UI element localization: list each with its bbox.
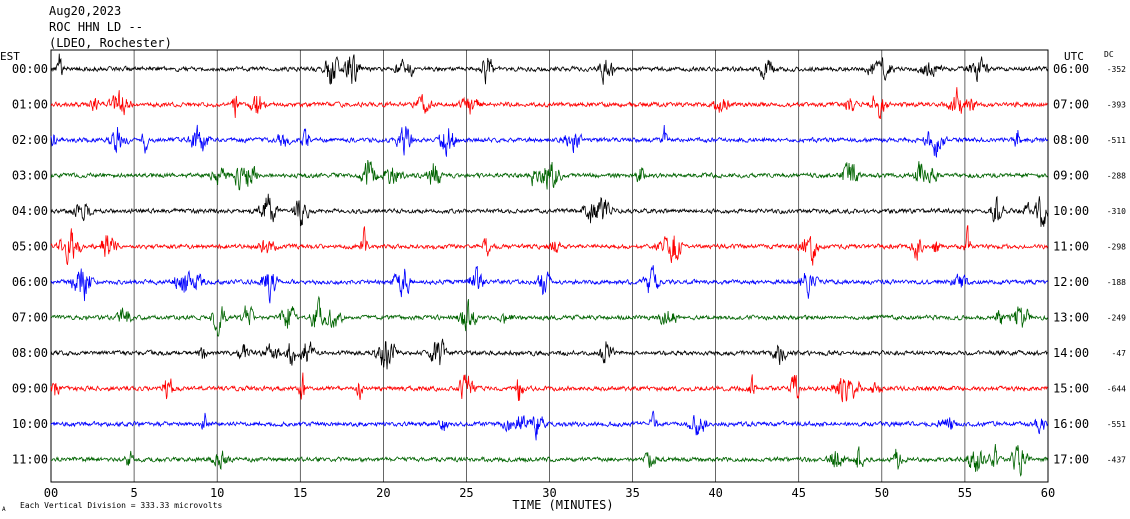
dc-offset-label: -47 (1112, 349, 1127, 358)
dc-offset-label: -288 (1107, 172, 1126, 181)
x-tick-label: 55 (958, 486, 972, 500)
chart-header: Aug20,2023 ROC HHN LD -- (LDEO, Rocheste… (49, 4, 172, 50)
x-tick-label: 30 (542, 486, 556, 500)
right-time-label: 13:00 (1053, 311, 1089, 325)
x-tick-label: 40 (708, 486, 722, 500)
x-tick-label: 45 (792, 486, 806, 500)
seismic-trace (50, 87, 1048, 119)
x-tick-label: 50 (875, 486, 889, 500)
left-time-label: 08:00 (12, 346, 48, 360)
scale-footnote: Each Vertical Division = 333.33 microvol… (20, 501, 222, 510)
right-time-label: 17:00 (1053, 453, 1089, 467)
right-time-label: 09:00 (1053, 169, 1089, 183)
x-tick-label: 25 (459, 486, 473, 500)
x-tick-label: 5 (130, 486, 137, 500)
dc-offset-label: -437 (1107, 456, 1126, 465)
header-network: (LDEO, Rochester) (49, 36, 172, 50)
right-time-label: 06:00 (1053, 62, 1089, 76)
right-time-label: 07:00 (1053, 98, 1089, 112)
x-axis-ticks: 00 5 10 15 20 25 30 35 40 45 50 55 60 (44, 486, 1055, 500)
header-date: Aug20,2023 (49, 4, 121, 18)
left-time-label: 07:00 (12, 311, 48, 325)
seismic-trace (50, 124, 1048, 158)
x-tick-label: 15 (293, 486, 307, 500)
left-time-label: 00:00 (12, 62, 48, 76)
x-tick-label: 00 (44, 486, 58, 500)
seismic-trace (50, 444, 1048, 477)
row-labels: 00:00 06:00 -352 01:00 07:00 -393 02:00 08:00 -5… (12, 62, 1126, 467)
left-time-label: 05:00 (12, 240, 48, 254)
right-timezone-label: UTC (1064, 50, 1084, 63)
footnote-mark: A (2, 506, 6, 513)
seismic-trace (50, 410, 1048, 441)
left-timezone-label: EST (0, 50, 20, 63)
left-time-label: 04:00 (12, 204, 48, 218)
left-time-label: 02:00 (12, 133, 48, 147)
seismic-trace (50, 372, 1048, 403)
seismic-trace (50, 265, 1048, 304)
x-axis-title: TIME (MINUTES) (512, 498, 613, 512)
seismic-trace (50, 193, 1048, 227)
left-time-label: 06:00 (12, 275, 48, 289)
right-time-label: 16:00 (1053, 417, 1089, 431)
plot-frame (50, 49, 1049, 483)
dc-offset-label: -393 (1107, 101, 1126, 110)
seismic-trace (50, 159, 1048, 191)
right-time-label: 15:00 (1053, 382, 1089, 396)
seismic-trace (50, 225, 1048, 266)
dc-offset-label: -249 (1107, 314, 1126, 323)
left-time-label: 11:00 (12, 453, 48, 467)
x-tick-label: 60 (1041, 486, 1055, 500)
seismic-trace (50, 338, 1048, 370)
dc-offset-label: -644 (1107, 385, 1126, 394)
dc-header-label: DC (1104, 50, 1114, 59)
seismic-trace (50, 53, 1048, 85)
right-time-label: 08:00 (1053, 133, 1089, 147)
dc-offset-label: -188 (1107, 278, 1126, 287)
dc-offset-label: -352 (1107, 65, 1126, 74)
trace-group (50, 53, 1048, 477)
seismic-trace (50, 295, 1048, 337)
left-time-label: 03:00 (12, 169, 48, 183)
right-time-label: 11:00 (1053, 240, 1089, 254)
right-time-label: 10:00 (1053, 204, 1089, 218)
right-time-label: 14:00 (1053, 346, 1089, 360)
x-tick-label: 10 (210, 486, 224, 500)
dc-offset-label: -511 (1107, 136, 1126, 145)
dc-offset-label: -298 (1107, 243, 1126, 252)
x-tick-label: 20 (376, 486, 390, 500)
right-time-label: 12:00 (1053, 275, 1089, 289)
left-time-label: 10:00 (12, 417, 48, 431)
left-time-label: 01:00 (12, 98, 48, 112)
dc-offset-label: -551 (1107, 420, 1126, 429)
x-tick-label: 35 (625, 486, 639, 500)
dc-offset-label: -310 (1107, 207, 1126, 216)
header-station: ROC HHN LD -- (49, 20, 143, 34)
left-time-label: 09:00 (12, 382, 48, 396)
